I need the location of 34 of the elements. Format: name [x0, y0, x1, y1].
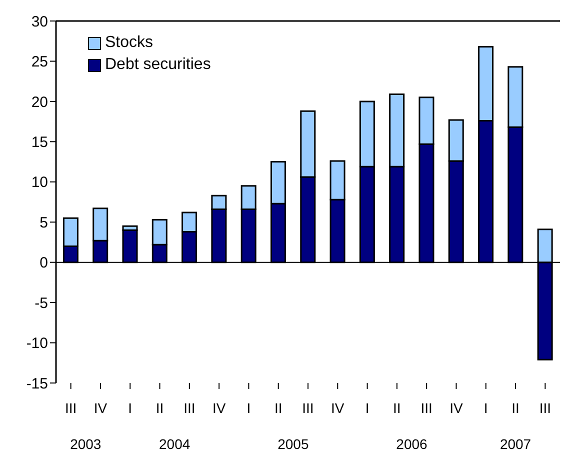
- y-tick-label: 15: [31, 134, 48, 151]
- x-tick-label: II: [512, 400, 520, 416]
- x-tick-label: III: [184, 400, 196, 416]
- x-tick-label: I: [484, 400, 488, 416]
- x-tick-label: IV: [450, 400, 464, 416]
- y-tick-label: 5: [40, 214, 48, 232]
- x-tick-label: IV: [331, 400, 345, 416]
- x-tick-label: III: [539, 400, 552, 416]
- y-tick-label: -10: [26, 335, 48, 352]
- y-tick-label: 20: [31, 94, 48, 111]
- x-tick-label: III: [302, 400, 314, 416]
- y-tick-label: -15: [26, 375, 48, 392]
- x-tick-label: III: [64, 400, 77, 416]
- text: 2006: [396, 436, 428, 452]
- y-tick-label: 25: [31, 54, 48, 71]
- y-tick-label: 10: [31, 174, 48, 192]
- x-tick-label: III: [420, 400, 432, 416]
- x-tick-label: II: [274, 400, 282, 416]
- text: 2004: [159, 436, 190, 452]
- legend-label: Stocks: [105, 33, 154, 53]
- x-tick-label: I: [128, 400, 132, 416]
- x-tick-label: I: [365, 400, 370, 416]
- legend-label: Debt securities: [105, 55, 211, 75]
- x-tick-label: IV: [94, 400, 108, 416]
- y-tick-label: -5: [34, 294, 48, 312]
- x-tick-label: IV: [212, 400, 226, 416]
- x-tick-label: II: [156, 400, 164, 416]
- y-tick-label: 0: [40, 254, 48, 272]
- x-tick-label: II: [393, 400, 401, 416]
- text: 2005: [278, 436, 309, 452]
- x-tick-label: I: [246, 400, 251, 416]
- text: 2003: [70, 436, 102, 452]
- y-tick-label: 30: [31, 13, 48, 30]
- text: 2007: [500, 436, 532, 452]
